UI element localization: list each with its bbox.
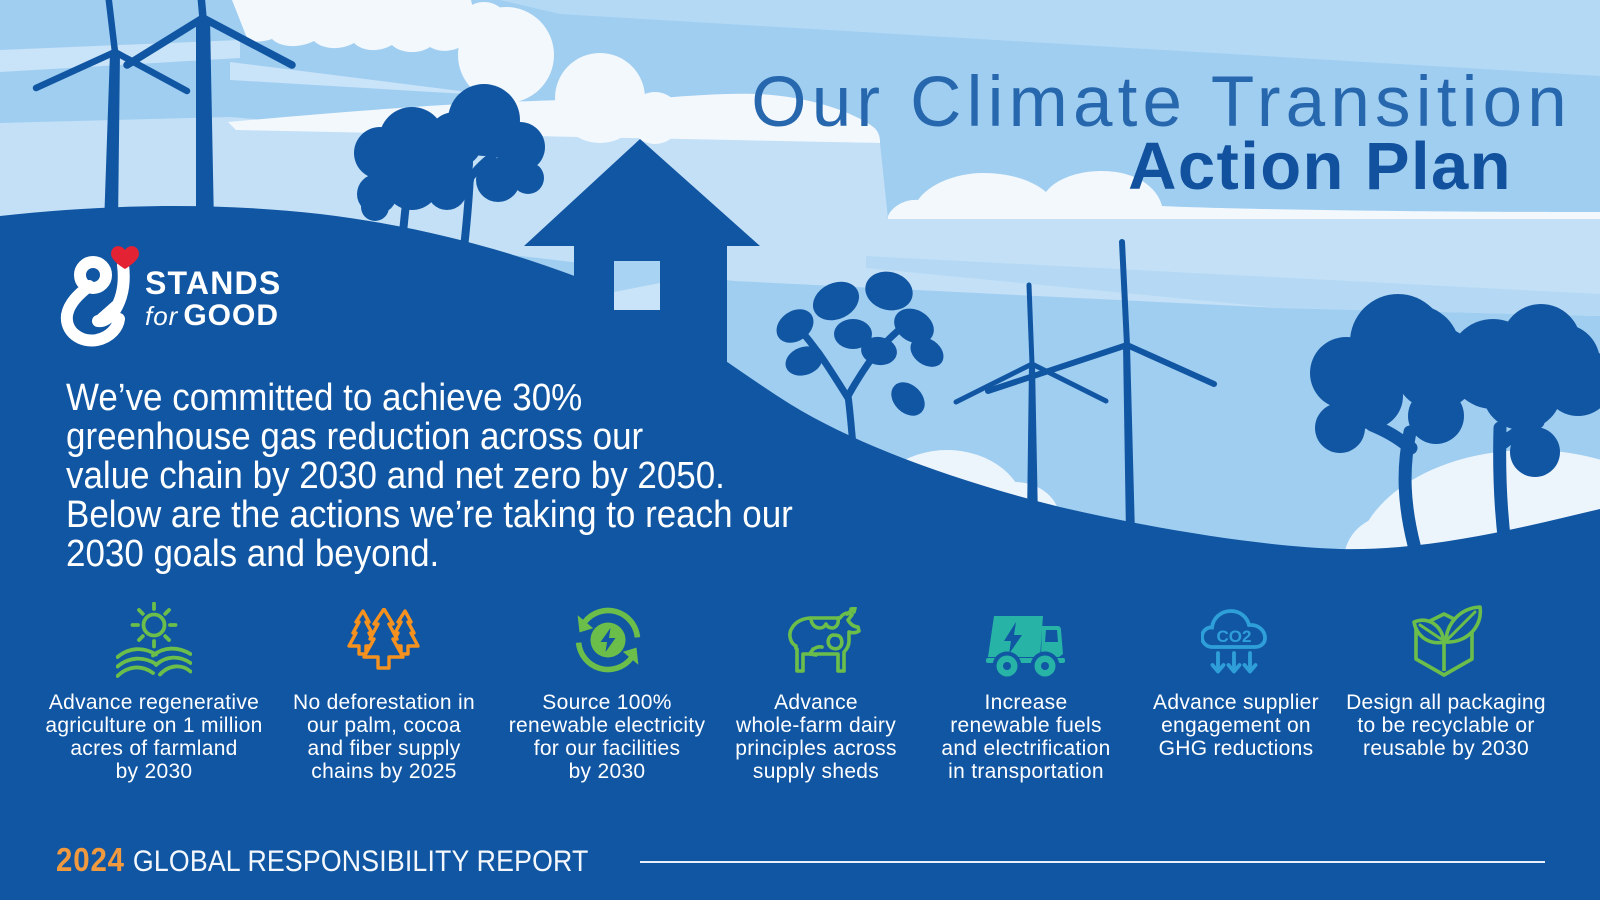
svg-text:CO2: CO2	[1217, 627, 1252, 646]
